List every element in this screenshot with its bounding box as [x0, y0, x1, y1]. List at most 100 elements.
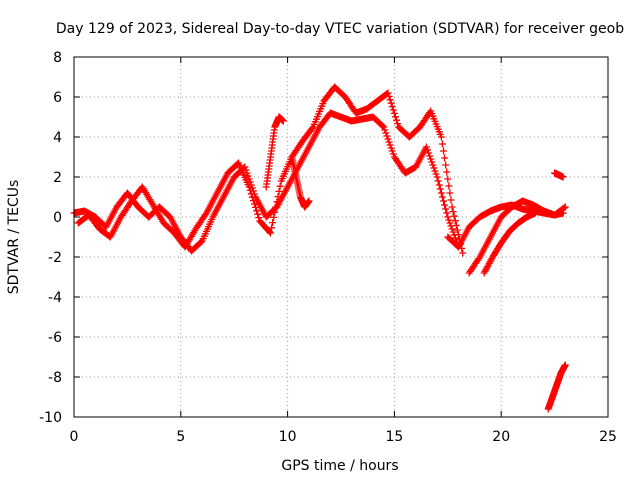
data-point	[560, 204, 568, 212]
data-point	[379, 122, 387, 130]
data-point	[254, 210, 262, 218]
data-point	[252, 203, 260, 211]
data-point	[559, 173, 567, 181]
x-tick-label: 10	[279, 429, 297, 445]
x-axis-label: GPS time / hours	[281, 458, 398, 474]
series-track-8	[262, 113, 287, 191]
data-point	[438, 140, 446, 148]
data-point	[201, 211, 209, 219]
data-point	[475, 255, 483, 263]
y-tick-label: -8	[48, 370, 62, 386]
data-point	[443, 168, 451, 176]
data-point	[438, 193, 446, 201]
data-point	[431, 167, 439, 175]
data-point	[268, 224, 276, 232]
data-point	[441, 154, 449, 162]
data-point	[384, 135, 392, 143]
x-tick-label: 5	[176, 429, 185, 445]
data-point	[427, 155, 435, 163]
series-track-6	[544, 361, 569, 413]
data-point	[449, 228, 457, 236]
data-point	[448, 203, 456, 211]
data-point	[437, 189, 445, 197]
data-point	[447, 196, 455, 204]
data-point	[272, 203, 280, 211]
data-point	[441, 201, 449, 209]
data-point	[446, 189, 454, 197]
x-tick-label: 20	[492, 429, 510, 445]
data-point	[246, 186, 254, 194]
data-point	[308, 124, 316, 132]
data-point	[435, 181, 443, 189]
data-point	[385, 92, 393, 100]
data-point	[445, 216, 453, 224]
data-point	[459, 249, 467, 257]
data-point	[244, 172, 252, 180]
x-tick-label: 15	[385, 429, 403, 445]
data-point	[425, 149, 433, 157]
data-point	[432, 170, 440, 178]
data-point	[453, 226, 461, 234]
y-tick-label: 2	[53, 170, 62, 186]
series-track-5	[480, 209, 539, 277]
data-point	[531, 209, 539, 217]
data-point	[389, 106, 397, 114]
data-point	[422, 143, 430, 151]
data-point	[255, 214, 263, 222]
data-point	[452, 221, 460, 229]
data-point	[442, 205, 450, 213]
data-point	[241, 163, 249, 171]
data-point	[383, 132, 391, 140]
series-track-4	[465, 197, 567, 277]
data-point	[429, 161, 437, 169]
data-point	[440, 147, 448, 155]
y-tick-label: 0	[53, 210, 62, 226]
data-point	[394, 120, 402, 128]
data-point	[267, 229, 275, 237]
data-point	[443, 209, 451, 217]
data-point	[381, 126, 389, 134]
data-point	[276, 182, 284, 190]
data-point	[391, 113, 399, 121]
y-tick-label: -4	[48, 290, 62, 306]
data-point	[454, 231, 462, 239]
data-point	[390, 109, 398, 117]
series-track-9	[288, 153, 313, 211]
data-point	[451, 234, 459, 242]
data-point	[380, 123, 388, 131]
data-point	[428, 158, 436, 166]
data-point	[437, 133, 445, 141]
data-point	[275, 187, 283, 195]
data-point	[436, 185, 444, 193]
data-point	[305, 197, 313, 205]
data-point	[387, 99, 395, 107]
data-point	[274, 193, 282, 201]
data-point	[559, 209, 567, 217]
x-tick-label: 0	[70, 429, 79, 445]
x-tick-label: 25	[599, 429, 617, 445]
data-point	[388, 147, 396, 155]
data-marks	[70, 83, 569, 413]
data-point	[270, 213, 278, 221]
y-tick-label: -6	[48, 330, 62, 346]
data-point	[253, 207, 261, 215]
axis-ticks: 0 5 10 15 20 25 -10 -8 -6 -4 -2 0 2 4 6 8	[39, 50, 617, 445]
grid-lines	[74, 57, 608, 417]
data-point	[269, 219, 277, 227]
data-point	[442, 161, 450, 169]
data-point	[450, 212, 458, 220]
data-point	[449, 208, 457, 216]
data-point	[384, 89, 392, 97]
data-point	[424, 146, 432, 154]
data-point	[561, 203, 569, 211]
data-point	[388, 103, 396, 111]
data-point	[444, 213, 452, 221]
data-point	[426, 152, 434, 160]
data-point	[433, 173, 441, 181]
series-track-7	[551, 169, 567, 181]
data-point	[386, 141, 394, 149]
data-point	[446, 219, 454, 227]
data-point	[445, 182, 453, 190]
data-point	[387, 144, 395, 152]
